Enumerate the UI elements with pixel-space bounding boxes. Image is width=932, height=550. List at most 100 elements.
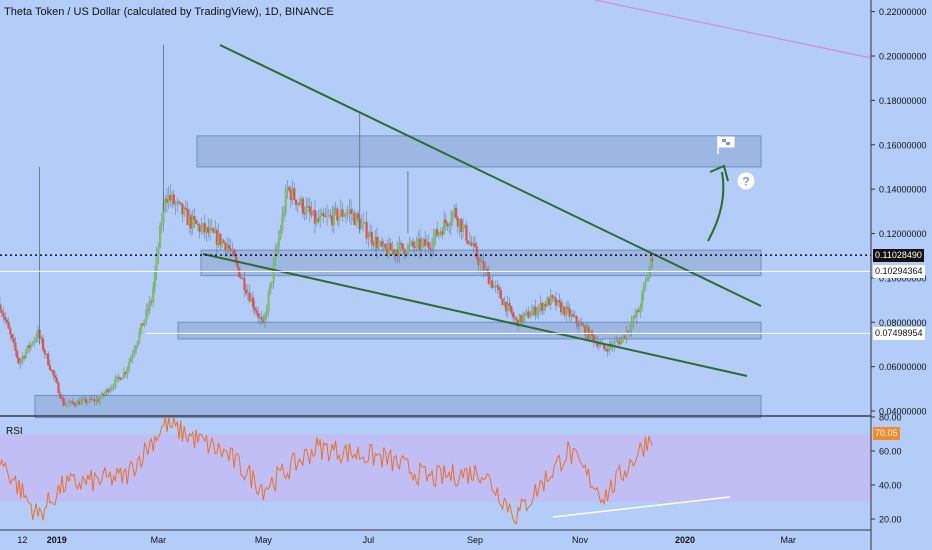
price-tick-label: 0.20000000	[879, 52, 927, 62]
candle-body	[97, 399, 100, 402]
candle-body	[48, 365, 52, 370]
candle-body	[117, 376, 120, 378]
candle-body	[325, 215, 329, 217]
candle-body	[630, 322, 633, 331]
price-tick-label: 0.18000000	[879, 96, 927, 106]
candle-body	[615, 340, 618, 342]
candle-body	[45, 353, 48, 355]
candle-body	[375, 237, 379, 249]
candle-body	[4, 316, 7, 320]
candle-body	[64, 404, 67, 406]
candle-body	[563, 306, 566, 316]
candle-body	[246, 292, 249, 294]
candle-body	[570, 314, 573, 317]
candle-body	[88, 398, 91, 402]
candle-body	[348, 209, 351, 212]
candle-body	[475, 246, 478, 259]
candle-body	[553, 297, 556, 299]
candle-body	[217, 233, 220, 245]
candle-body	[639, 307, 642, 313]
candle-body	[362, 221, 365, 224]
candle-body	[437, 232, 440, 236]
candle-body	[100, 393, 103, 399]
candle-body	[515, 318, 518, 320]
candle-body	[35, 338, 38, 341]
candle-body	[272, 263, 275, 282]
candle-body	[21, 356, 24, 361]
candle-body	[183, 207, 186, 215]
candle-body	[381, 241, 384, 247]
projection-arrowhead	[709, 164, 729, 182]
candle-body	[568, 308, 571, 317]
candle-body	[628, 330, 632, 332]
candle-body	[386, 248, 389, 256]
candle-body	[582, 325, 585, 327]
candle-body	[262, 319, 265, 322]
candle-body	[301, 198, 305, 214]
rsi-line	[0, 416, 731, 525]
candle-body	[418, 238, 422, 250]
candle-body	[473, 243, 477, 247]
candle-body	[241, 277, 244, 279]
candle-body	[14, 342, 17, 352]
candle-body	[379, 241, 382, 244]
candle-body	[327, 215, 330, 217]
candle-body	[389, 243, 392, 251]
candle-body	[267, 293, 270, 311]
candle-body	[172, 194, 175, 205]
candle-body	[523, 312, 527, 316]
candle-body	[451, 212, 454, 222]
price-tick-label: 0.06000000	[879, 362, 927, 372]
candle-body	[417, 238, 420, 242]
candle-body	[621, 335, 625, 340]
wedge-upper-line	[219, 44, 762, 307]
candle-body	[647, 269, 650, 279]
candle-body	[79, 401, 82, 405]
candle-body	[207, 227, 210, 233]
wedge-lower-line	[202, 253, 748, 377]
candle-body	[351, 212, 354, 214]
candle-body	[24, 351, 27, 359]
candle-body	[344, 214, 348, 217]
candle-body	[320, 213, 323, 217]
candle-body	[504, 301, 508, 312]
candle-body	[196, 223, 200, 225]
candle-body	[222, 240, 225, 243]
candle-body	[477, 258, 480, 265]
price-tick-label: 0.12000000	[879, 229, 927, 239]
candle-body	[274, 252, 277, 264]
candle-body	[494, 285, 497, 287]
candle-body	[430, 247, 434, 250]
price-zone	[196, 135, 762, 168]
candle-body	[415, 241, 418, 249]
candle-body	[587, 327, 590, 339]
candle-body	[210, 228, 213, 230]
candle-body	[408, 244, 411, 246]
candle-body	[7, 322, 10, 329]
candle-body	[547, 298, 551, 306]
candle-body	[396, 250, 399, 257]
candle-body	[487, 271, 490, 285]
candle-body	[632, 316, 635, 323]
candle-body	[62, 398, 65, 406]
candle-body	[467, 240, 470, 244]
candle-body	[245, 290, 248, 294]
candle-body	[98, 398, 101, 402]
candle-body	[231, 249, 234, 251]
candle-body	[458, 219, 461, 227]
level-price-tag: 0.10294364	[873, 264, 925, 278]
candle-body	[496, 285, 499, 288]
candle-body	[243, 277, 246, 291]
candle-body	[382, 244, 385, 247]
candle-body	[78, 401, 81, 405]
candle-body	[482, 261, 485, 272]
candle-body	[584, 326, 587, 336]
candle-body	[442, 219, 446, 235]
candle-body	[561, 306, 564, 313]
candle-body	[341, 209, 344, 217]
candle-body	[310, 212, 313, 216]
candle-body	[511, 312, 515, 317]
projection-arrow	[707, 171, 725, 242]
